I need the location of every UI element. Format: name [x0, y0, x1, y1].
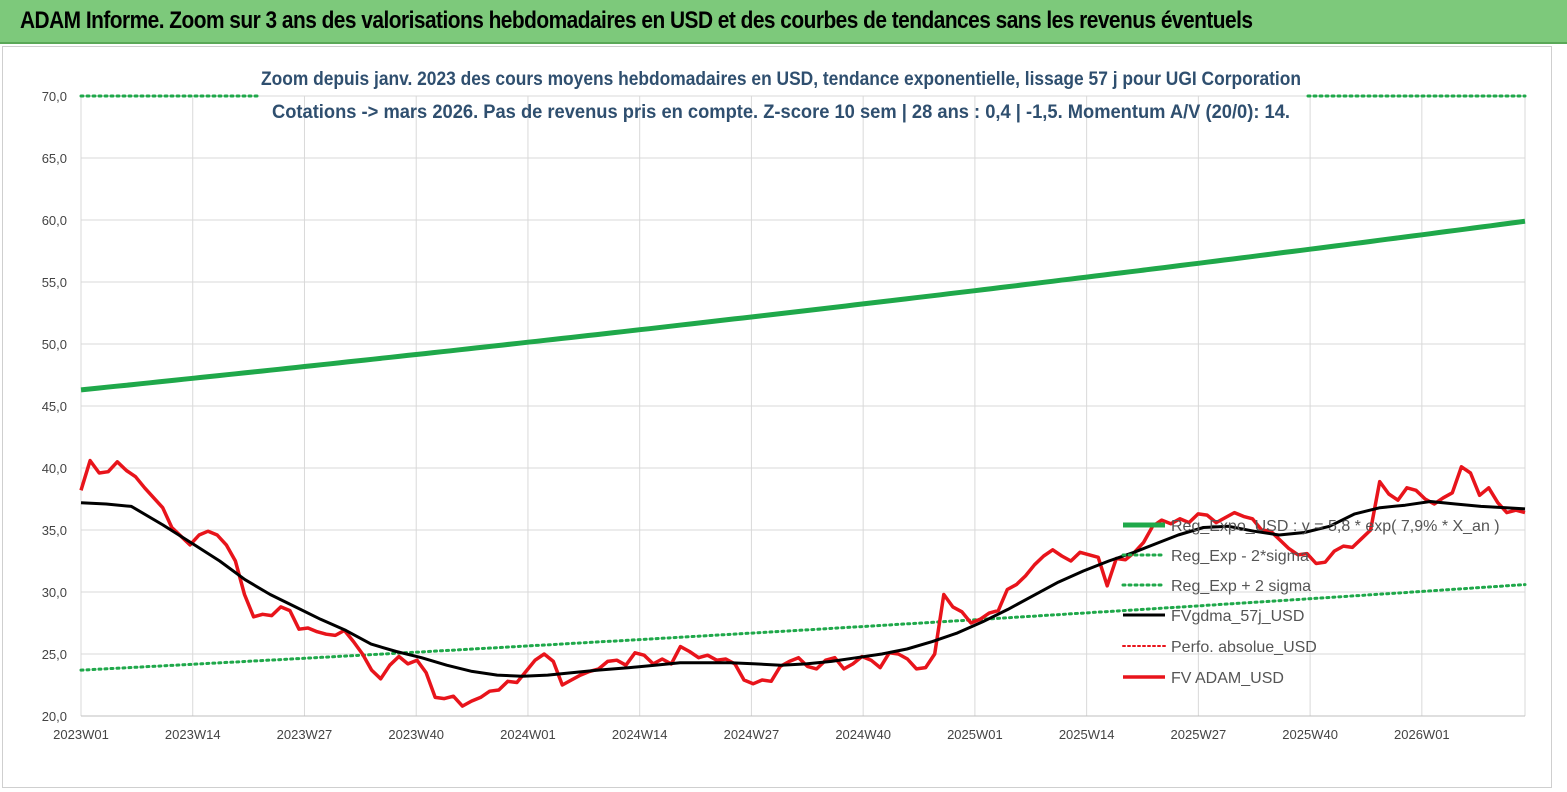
report-banner: ADAM Informe. Zoom sur 3 ans des valoris… — [0, 0, 1567, 44]
x-tick-label: 2024W14 — [612, 727, 668, 742]
y-tick-label: 25,0 — [42, 647, 67, 662]
x-tick-label: 2024W40 — [835, 727, 891, 742]
y-tick-label: 40,0 — [42, 461, 67, 476]
x-axis-ticks: 2023W01 2023W14 2023W27 2023W40 2024W01 2024W… — [53, 727, 1450, 742]
x-tick-label: 2025W27 — [1171, 727, 1227, 742]
x-tick-label: 2026W01 — [1394, 727, 1450, 742]
y-tick-label: 70,0 — [42, 89, 67, 104]
y-tick-label: 65,0 — [42, 151, 67, 166]
x-tick-label: 2024W01 — [500, 727, 556, 742]
x-tick-label: 2025W01 — [947, 727, 1003, 742]
y-tick-label: 35,0 — [42, 523, 67, 538]
legend-label: Perfo. absolue_USD — [1171, 639, 1317, 656]
y-tick-label: 60,0 — [42, 213, 67, 228]
series-reg-expo — [80, 218, 1526, 393]
series-fv-adam — [79, 458, 1526, 708]
legend-label: Reg_Expo_USD : y = 5,8 * exp( 7,9% * X_a… — [1171, 518, 1500, 535]
y-tick-label: 20,0 — [42, 709, 67, 724]
y-tick-label: 30,0 — [42, 585, 67, 600]
y-axis-ticks: 20,0 25,0 30,0 35,0 40,0 45,0 50,0 55,0 60,0 65,0… — [42, 89, 67, 724]
x-tick-label: 2023W27 — [277, 727, 333, 742]
y-tick-label: 55,0 — [42, 275, 67, 290]
chart-subtitle: Zoom depuis janv. 2023 des cours moyens … — [261, 69, 1301, 123]
legend-label: Reg_Exp - 2*sigma — [1171, 548, 1309, 565]
y-tick-label: 45,0 — [42, 399, 67, 414]
report-title: ADAM Informe. Zoom sur 3 ans des valoris… — [20, 7, 1253, 34]
x-tick-label: 2025W14 — [1059, 727, 1115, 742]
legend: Reg_Expo_USD : y = 5,8 * exp( 7,9% * X_a… — [1121, 518, 1500, 687]
x-tick-label: 2023W14 — [165, 727, 221, 742]
series-group — [79, 94, 1527, 708]
x-tick-label: 2024W27 — [724, 727, 780, 742]
line-chart: 20,0 25,0 30,0 35,0 40,0 45,0 50,0 55,0 60,0 65,0… — [42, 69, 1527, 742]
chart-subtitle-line-2: Cotations -> mars 2026. Pas de revenus p… — [272, 102, 1290, 123]
series-reg-exp-minus-2sigma — [79, 583, 1527, 672]
legend-label: Reg_Exp + 2 sigma — [1171, 578, 1311, 595]
x-tick-label: 2023W01 — [53, 727, 109, 742]
legend-label: FVgdma_57j_USD — [1171, 608, 1304, 625]
chart-frame: 20,0 25,0 30,0 35,0 40,0 45,0 50,0 55,0 60,0 65,0… — [2, 46, 1552, 788]
x-tick-label: 2025W40 — [1282, 727, 1338, 742]
series-fvgdma-57j — [80, 500, 1526, 678]
x-tick-label: 2023W40 — [388, 727, 444, 742]
y-tick-label: 50,0 — [42, 337, 67, 352]
legend-label: FV ADAM_USD — [1171, 670, 1284, 687]
chart-subtitle-line-1: Zoom depuis janv. 2023 des cours moyens … — [261, 69, 1301, 90]
